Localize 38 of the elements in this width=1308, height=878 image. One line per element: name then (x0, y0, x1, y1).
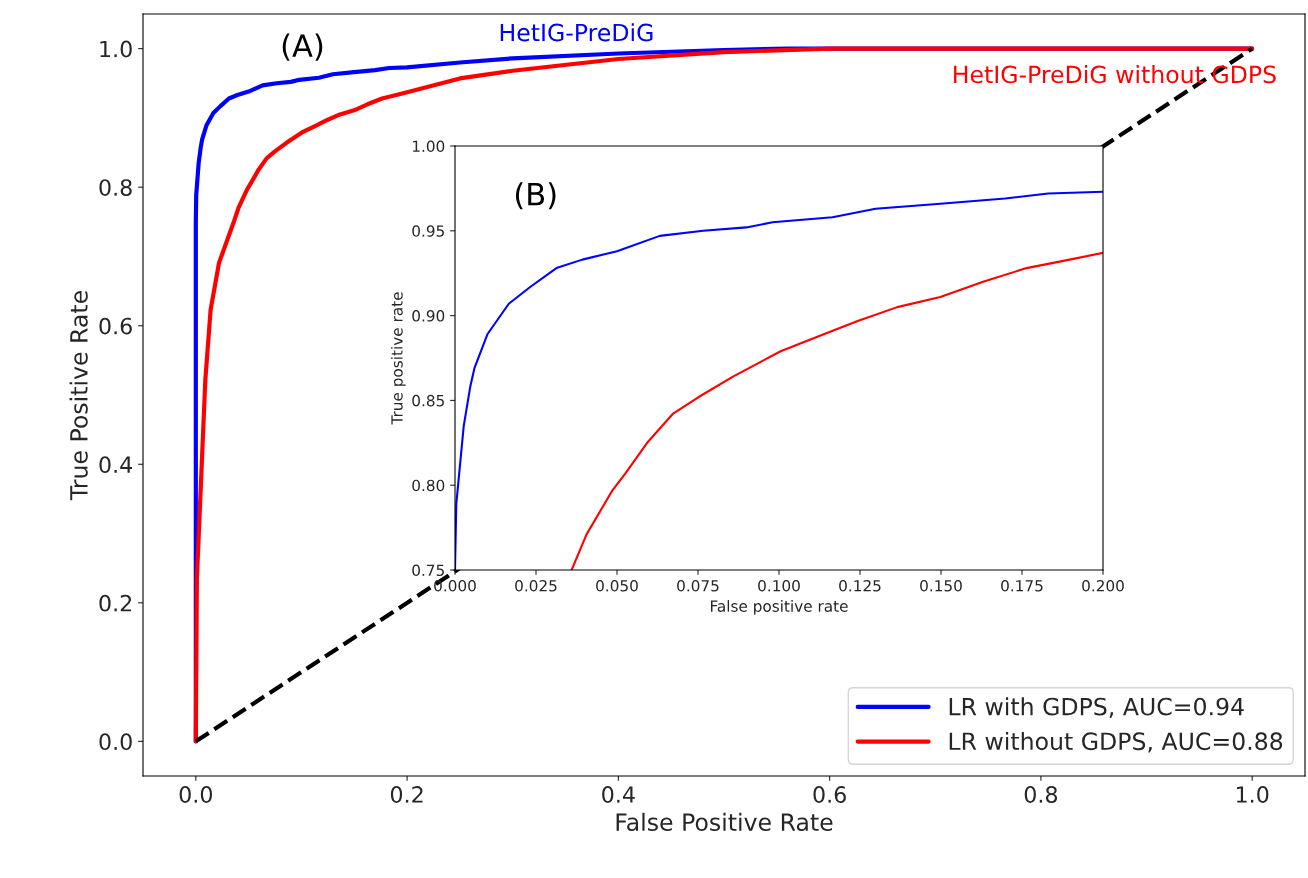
x-axis-title: False positive rate (710, 600, 848, 615)
annotation: HetIG-PreDiG without GDPS (954, 65, 1276, 84)
y-tick-label: 0.90 (412, 310, 445, 322)
annotation: (B) (515, 182, 556, 210)
y-tick-label: 0.95 (412, 225, 444, 237)
y-tick-label: 0.75 (412, 564, 444, 577)
x-tick-label: 0.075 (677, 579, 719, 592)
legend-label: LR without GDPS, AUC=0.88 (949, 731, 1283, 753)
y-tick-label: 0.80 (412, 479, 445, 492)
x-axis-title: False Positive Rate (616, 812, 833, 832)
y-axis-title: True Positive Rate (69, 291, 88, 501)
x-tick-label: 0.125 (839, 579, 881, 592)
y-tick-label: 0.2 (99, 594, 132, 612)
x-tick-label: 0.200 (1082, 579, 1124, 592)
y-tick-label: 1.00 (412, 140, 445, 153)
y-tick-label: 0.8 (99, 179, 132, 196)
y-tick-label: 0.4 (99, 456, 133, 474)
y-tick-label: 0.6 (99, 317, 132, 335)
x-tick-label: 0.2 (390, 786, 423, 803)
y-tick-label: 0.85 (412, 394, 444, 407)
x-tick-label: 0.000 (434, 579, 476, 592)
x-tick-label: 1.0 (1236, 786, 1269, 803)
line-series (570, 251, 1103, 570)
x-tick-label: 0.4 (602, 786, 635, 803)
x-tick-label: 0.100 (758, 579, 800, 592)
y-tick-label: 0.0 (99, 733, 132, 751)
y-axis-title: True positive rate (390, 292, 406, 425)
annotation: HetIG-PreDiG (500, 23, 653, 42)
legend-label: LR with GDPS, AUC=0.94 (949, 697, 1244, 718)
x-tick-label: 0.6 (813, 786, 846, 803)
x-tick-label: 0.050 (596, 579, 638, 592)
x-tick-label: 0.150 (920, 579, 962, 592)
y-tick-label: 1.0 (100, 40, 132, 58)
x-tick-label: 0.8 (1024, 786, 1058, 803)
annotation: (A) (282, 33, 323, 61)
x-tick-label: 0.0 (179, 786, 213, 803)
x-tick-label: 0.025 (515, 579, 557, 592)
x-tick-label: 0.175 (1001, 579, 1043, 592)
